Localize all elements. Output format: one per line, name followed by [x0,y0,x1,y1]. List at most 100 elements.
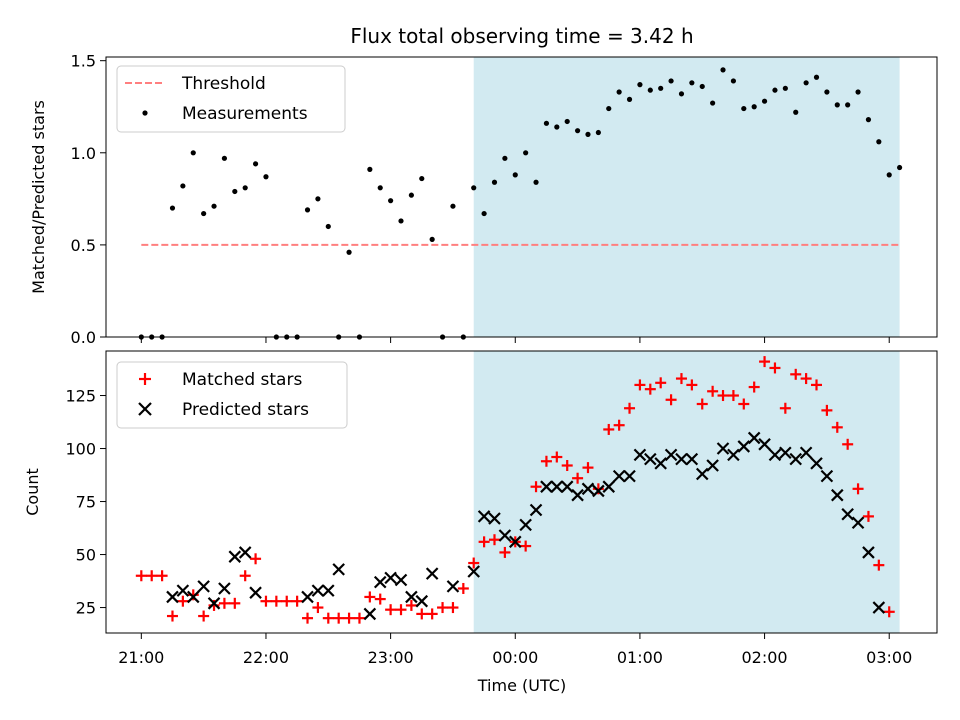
bottom-legend: Matched stars Predicted stars [116,361,348,429]
measurement-point [782,85,788,91]
top-y-tick-label: 0.0 [71,328,96,347]
predicted-star-point-b [186,590,200,604]
predicted-star-point-b [540,480,553,493]
predicted-star-point [560,480,574,493]
x-tick-label: 23:00 [368,648,414,667]
legend-predicted-swatch [138,402,152,416]
predicted-star-point-b [581,482,595,496]
matched-star-point [146,570,158,582]
predicted-star-point-b [207,597,221,610]
predicted-star-point-b [831,488,844,502]
predicted-star-point [477,510,491,523]
predicted-star-point-b [529,503,543,517]
matched-star-point [322,612,334,624]
predicted-star-point-b [758,438,771,451]
top-axes-frame [105,56,938,338]
measurement-point [855,89,861,95]
predicted-star-point [602,480,616,493]
predicted-star-point-b [727,448,740,462]
measurement-point [845,102,851,108]
predicted-star-point [695,467,709,481]
predicted-star-point [498,529,512,542]
measurement-point [554,124,560,130]
matched-star-point [447,602,459,614]
matched-star-point [530,481,542,493]
matched-star-point [385,604,397,616]
bottom-y-tick-label: 50 [76,546,96,565]
predicted-star-point [186,590,200,604]
measurement-point [689,80,695,86]
matched-star-point [603,423,615,435]
x-tick-label: 03:00 [866,648,912,667]
predicted-star-point [747,431,761,445]
measurement-point [252,161,259,167]
top-y-tick-label: 1.0 [71,144,96,163]
measurement-point [398,218,404,224]
measurement-point [408,192,414,198]
predicted-star-point-b [415,594,429,608]
top-y-tick-label: 1.5 [71,52,96,71]
predicted-star-point [706,459,719,472]
measurement-point [876,139,882,145]
predicted-star-point-b [373,575,387,589]
predicted-star-point-b [612,469,626,483]
predicted-star-point-b [322,584,335,597]
predicted-star-point [872,601,886,614]
matched-star-point [281,595,293,607]
predicted-star-point [799,446,813,460]
measurement-point [388,198,394,204]
predicted-star-point-b [218,582,231,595]
predicted-star-point-b [633,448,647,462]
measurement-point [637,82,643,88]
top-legend-box [116,65,346,133]
measurement-point [502,155,508,161]
matched-star-point [520,540,532,552]
predicted-star-point-b [384,571,397,585]
predicted-star-point-b [238,546,252,559]
measurement-point [793,109,799,115]
predicted-star-point [675,452,688,466]
measurement-point [471,185,477,191]
measurement-point [585,131,591,137]
bottom-y-tick-label: 125 [65,387,96,406]
predicted-star-point-b [685,452,699,466]
predicted-star-point-b [799,446,813,460]
predicted-star-point-b [862,546,875,559]
matched-star-point [499,546,511,558]
matched-star-point [634,379,646,391]
matched-star-point [727,390,739,402]
predicted-star-point [467,565,480,578]
predicted-star-point-b [197,580,210,593]
predicted-star-point [415,594,429,608]
predicted-star-point-b [166,590,179,604]
top-y-tick-label: 0.5 [71,236,96,255]
matched-star-point [696,398,708,410]
predicted-star-point [779,446,792,460]
predicted-star-point-b [664,448,678,462]
x-tick-label: 01:00 [617,648,663,667]
matched-star-point [873,559,885,571]
matched-star-point [686,379,698,391]
predicted-star-point [508,535,522,549]
matched-star-point [239,570,251,582]
predicted-star-point-b [675,452,688,466]
predicted-star-point [685,452,699,466]
legend-matched-label: Matched stars [182,370,302,390]
matched-star-point [395,604,407,616]
predicted-star-point [228,550,242,563]
matched-star-point [769,362,781,374]
predicted-star-point [238,546,252,559]
measurement-point [668,78,674,84]
predicted-star-point [727,448,740,462]
predicted-star-point [384,571,397,585]
predicted-star-point-b [789,452,803,466]
matched-star-point [738,398,750,410]
matched-star-point [852,483,864,495]
matched-star-point [250,553,262,565]
matched-star-point [717,390,729,402]
predicted-star-point-b [602,480,616,493]
predicted-star-point [332,563,345,576]
measurement-point [491,179,498,185]
predicted-star-point-b [228,550,242,563]
